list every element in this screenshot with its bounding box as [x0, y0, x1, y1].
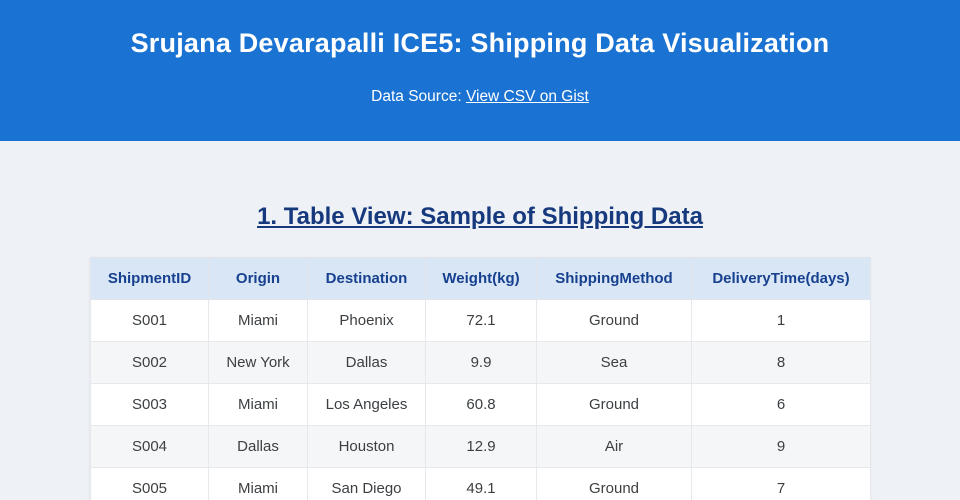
table-cell: Miami: [208, 383, 308, 426]
shipping-data-table: ShipmentID Origin Destination Weight(kg) Shi…: [90, 257, 871, 500]
table-cell: 1: [691, 299, 871, 342]
table-header-cell: Origin: [208, 257, 308, 300]
table-cell: Miami: [208, 467, 308, 500]
table-cell: Air: [536, 425, 692, 468]
table-cell: 60.8: [425, 383, 537, 426]
table-cell: 9.9: [425, 341, 537, 384]
table-cell: S003: [90, 383, 209, 426]
table-header-cell: ShipmentID: [90, 257, 209, 300]
table-cell: Los Angeles: [307, 383, 426, 426]
table-cell: S004: [90, 425, 209, 468]
table-cell: 12.9: [425, 425, 537, 468]
app-header: Srujana Devarapalli ICE5: Shipping Data …: [0, 0, 960, 141]
table-cell: Ground: [536, 383, 692, 426]
table-row: S002 New York Dallas 9.9 Sea 8: [90, 341, 871, 384]
table-cell: S005: [90, 467, 209, 500]
table-row: S005 Miami San Diego 49.1 Ground 7: [90, 467, 871, 500]
table-cell: S001: [90, 299, 209, 342]
table-cell: Sea: [536, 341, 692, 384]
table-row: S003 Miami Los Angeles 60.8 Ground 6: [90, 383, 871, 426]
table-cell: Dallas: [307, 341, 426, 384]
table-header-cell: Destination: [307, 257, 426, 300]
table-cell: Ground: [536, 299, 692, 342]
table-cell: Ground: [536, 467, 692, 500]
section-title: 1. Table View: Sample of Shipping Data: [257, 203, 703, 230]
table-row: S004 Dallas Houston 12.9 Air 9: [90, 425, 871, 468]
table-body: S001 Miami Phoenix 72.1 Ground 1 S002 New York D…: [90, 299, 871, 500]
table-cell: New York: [208, 341, 308, 384]
table-cell: S002: [90, 341, 209, 384]
table-cell: 8: [691, 341, 871, 384]
table-header-cell: ShippingMethod: [536, 257, 692, 300]
table-cell: 7: [691, 467, 871, 500]
data-source-line: Data Source: View CSV on Gist: [20, 88, 940, 106]
table-cell: 9: [691, 425, 871, 468]
table-header-cell: DeliveryTime(days): [691, 257, 871, 300]
table-cell: 6: [691, 383, 871, 426]
page-title: Srujana Devarapalli ICE5: Shipping Data …: [130, 28, 830, 58]
table-cell: San Diego: [307, 467, 426, 500]
table-cell: Miami: [208, 299, 308, 342]
table-cell: 72.1: [425, 299, 537, 342]
shipping-data-table-container: ShipmentID Origin Destination Weight(kg) Shi…: [90, 257, 871, 500]
table-header-cell: Weight(kg): [425, 257, 537, 300]
table-header-row: ShipmentID Origin Destination Weight(kg) Shi…: [90, 257, 871, 300]
table-row: S001 Miami Phoenix 72.1 Ground 1: [90, 299, 871, 342]
csv-gist-link[interactable]: View CSV on Gist: [465, 88, 589, 105]
table-cell: Phoenix: [307, 299, 426, 342]
table-cell: Houston: [307, 425, 426, 468]
table-cell: 49.1: [425, 467, 537, 500]
table-cell: Dallas: [208, 425, 308, 468]
data-source-label: Data Source:: [371, 88, 466, 105]
